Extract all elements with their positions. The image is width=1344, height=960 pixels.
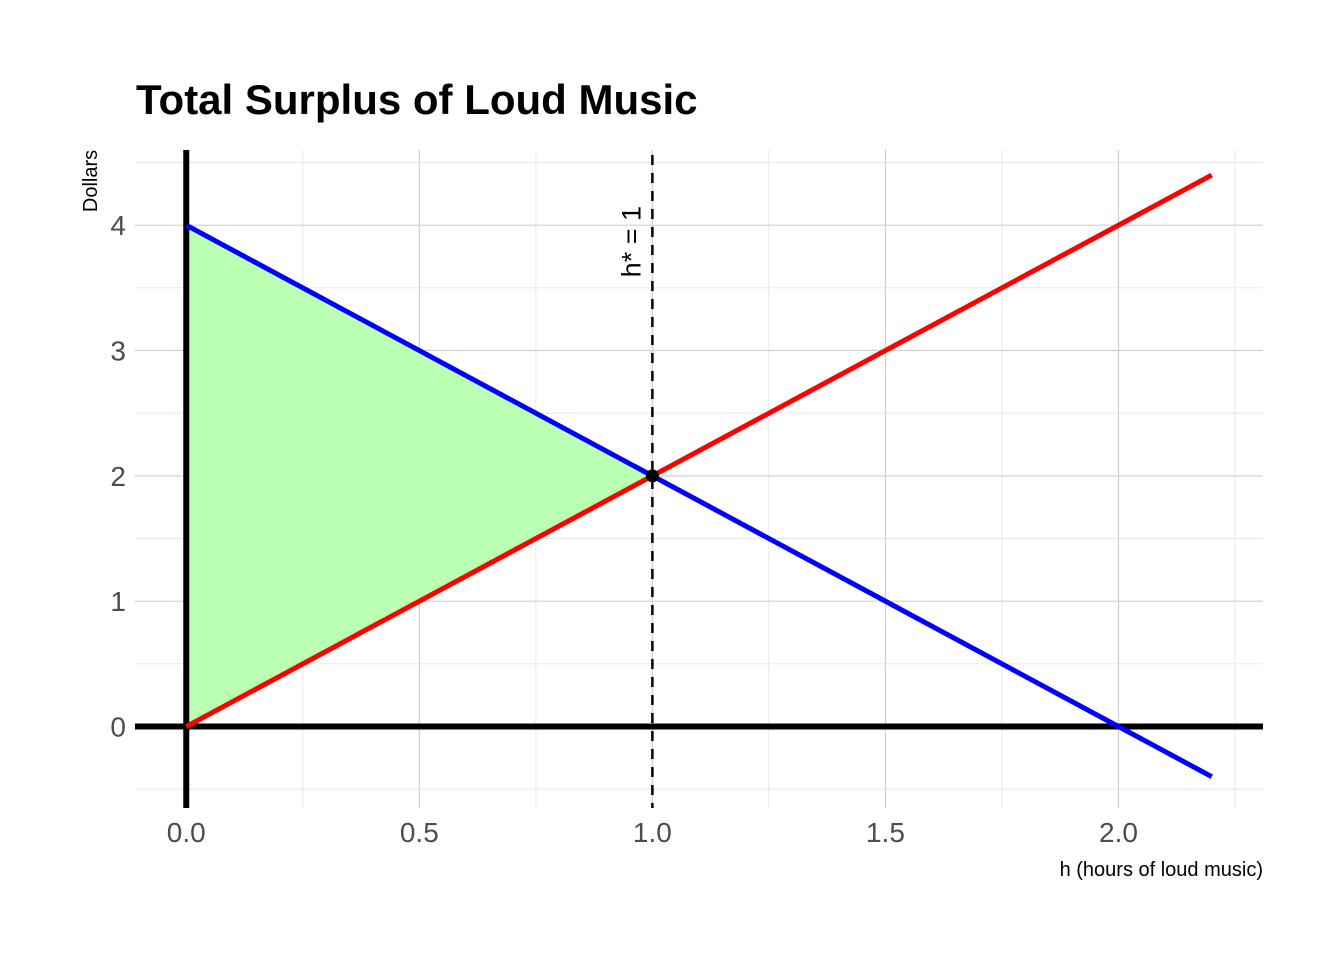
x-axis-title: h (hours of loud music) — [1060, 859, 1263, 881]
x-tick-label: 1.5 — [866, 817, 905, 848]
surplus-area-layer — [186, 225, 653, 727]
series-layer — [185, 172, 1213, 779]
annotation-layer: h* = 1 — [616, 155, 659, 808]
x-tick-label: 0.5 — [400, 817, 439, 848]
tick-labels: 0.0 0.5 1.0 1.5 2.0 0 1 2 3 4 — [110, 210, 1138, 848]
benefit-line-blue — [185, 222, 1213, 779]
cost-line-red — [185, 172, 1213, 729]
chart-title: Total Surplus of Loud Music — [136, 76, 698, 123]
x-tick-label: 1.0 — [633, 817, 672, 848]
x-tick-label: 0.0 — [167, 817, 206, 848]
equilibrium-label: h* = 1 — [616, 206, 646, 277]
y-tick-label: 0 — [110, 712, 126, 743]
x-tick-label: 2.0 — [1099, 817, 1138, 848]
surplus-area — [186, 225, 653, 727]
y-tick-label: 1 — [110, 586, 126, 617]
y-axis-title: Dollars — [80, 150, 102, 212]
y-tick-label: 4 — [110, 210, 126, 241]
axis-lines — [135, 150, 1263, 808]
y-tick-label: 3 — [110, 336, 126, 367]
y-tick-label: 2 — [110, 461, 126, 492]
equilibrium-point — [645, 469, 659, 483]
